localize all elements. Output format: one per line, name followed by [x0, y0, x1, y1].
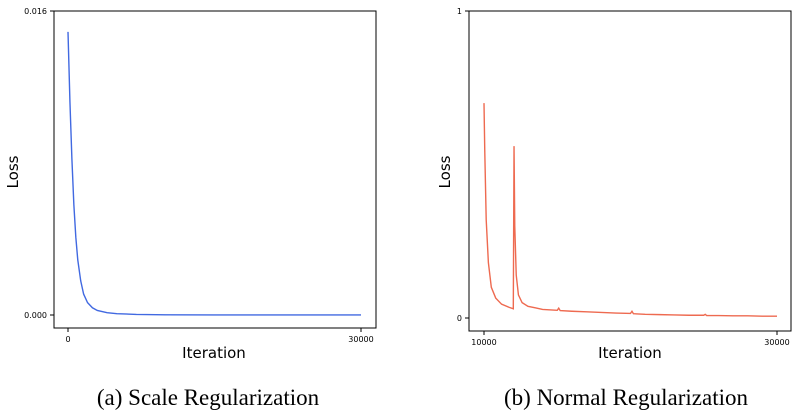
chart-a-xtick-label-left: 0	[65, 335, 70, 344]
chart-a-series-line	[67, 31, 362, 316]
chart-b-ytick-label-top: 1	[457, 7, 462, 16]
chart-a-ytick-label-top: 0.016	[24, 7, 47, 16]
chart-b-ylabel: Loss	[436, 155, 454, 188]
chart-b-caption: (b) Normal Regularization	[504, 385, 748, 410]
chart-b-ytick-label-bottom: 0	[457, 314, 462, 323]
chart-a-caption: (a) Scale Regularization	[97, 385, 320, 410]
chart-a-ylabel: Loss	[4, 155, 22, 188]
chart-a-ytick-label-bottom: 0.000	[24, 311, 47, 320]
chart-a-xlabel: Iteration	[182, 344, 246, 362]
chart-a-plot-frame	[53, 10, 377, 329]
chart-a-xtick-label-right: 30000	[348, 335, 373, 344]
chart-a: 0.016 0.000 0 30000 Iteration Loss (a) S…	[4, 7, 377, 410]
chart-b-plot-frame	[468, 10, 792, 332]
chart-b-series-line	[483, 103, 777, 317]
chart-b-xlabel: Iteration	[598, 344, 662, 362]
chart-b: 1 0 10000 30000 Iteration Loss (b) Norma…	[436, 7, 792, 410]
chart-b-xtick-label-right: 30000	[764, 338, 789, 347]
chart-b-xtick-label-left: 10000	[471, 338, 496, 347]
